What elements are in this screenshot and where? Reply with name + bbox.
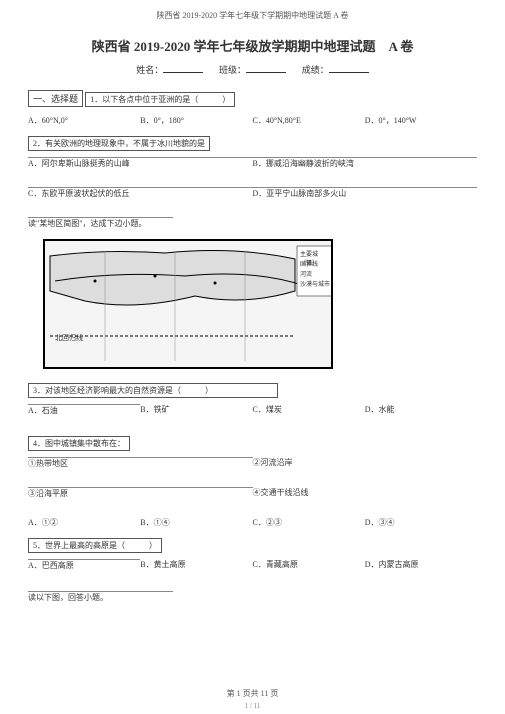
question-3: 3．对该地区经济影响最大的自然资源是（ ） [28, 383, 278, 398]
q3-choice-b: B．铁矿 [140, 404, 252, 426]
q2-choice-d: D．亚平宁山脉南部多火山 [253, 187, 478, 199]
q4-opt-3: ③沿海平原 [28, 487, 253, 499]
map-legend-2: 河流 [300, 269, 312, 278]
class-label: 班级： [219, 65, 246, 75]
q3-choice-d: D．水能 [365, 404, 477, 426]
page-footer: 第 1 页共 11 页 [0, 688, 505, 699]
q2-choice-b: B．挪威沿海幽静波折的峡湾 [253, 157, 478, 169]
name-blank[interactable] [163, 72, 203, 73]
q4-choice-c: C．②③ [253, 517, 365, 528]
exam-title: 陕西省 2019-2020 学年七年级放学期期中地理试题 A 卷 [28, 36, 477, 55]
score-blank[interactable] [329, 72, 369, 73]
q5-choice-d: D．内蒙古高原 [365, 559, 477, 581]
q5-choice-c: C．青藏高原 [253, 559, 365, 581]
q4-opts-row2: ③沿海平原 ④交通干线沿线 [28, 487, 477, 509]
q2-row2: C．东欧平原波状起伏的低丘 D．亚平宁山脉南部多火山 [28, 187, 477, 209]
q4-choice-b: B．①④ [140, 517, 252, 528]
question-5: 5．世界上最高的高原是（ ） [28, 538, 162, 553]
q4-opt-1: ①热带地区 [28, 457, 253, 469]
question-5-choices: A．巴西高原 B．黄土高原 C．青藏高原 D．内蒙古高原 [28, 559, 477, 581]
q4-opt-4: ④交通干线沿线 [253, 487, 478, 509]
question-4: 4．图中城镇集中散布在： [28, 436, 130, 451]
q2-choice-a: A．阿尔卑斯山脉挺秀的山峰 [28, 157, 253, 169]
score-label: 成绩： [302, 65, 329, 75]
q2-choice-c: C．东欧平原波状起伏的低丘 [28, 187, 253, 199]
q4-opts-row1: ①热带地区 ②河流沿岸 [28, 457, 477, 479]
question-3-choices: A．石油 B．铁矿 C．煤炭 D．水能 [28, 404, 477, 426]
q1-choice-c: C．40°N,80°E [253, 115, 365, 126]
q4-choice-d: D．③④ [365, 517, 477, 528]
question-1: 1．以下各点中位于亚洲的是（ ） [85, 92, 235, 107]
sub-footer: 1 / 11 [0, 702, 505, 710]
map-svg [45, 241, 333, 369]
student-info-line: 姓名： 班级： 成绩： [28, 63, 477, 76]
q5-choice-b: B．黄土高原 [140, 559, 252, 581]
map-legend-1: 国界线 [300, 259, 318, 268]
q2-row1: A．阿尔卑斯山脉挺秀的山峰 B．挪威沿海幽静波折的峡湾 [28, 157, 477, 179]
class-blank[interactable] [246, 72, 286, 73]
question-4-choices: A．①② B．①④ C．②③ D．③④ [28, 517, 477, 528]
q4-opt-2: ②河流沿岸 [253, 457, 478, 479]
section-header: 一、选择题 [28, 90, 83, 107]
question-1-choices: A．60°N,0° B．0°，180° C．40°N,80°E D．0°，140… [28, 115, 477, 126]
running-header: 陕西省 2019-2020 学年七年级下学期期中地理试题 A 卷 [28, 10, 477, 21]
q3-choice-a: A．石油 [28, 404, 140, 416]
name-label: 姓名： [136, 65, 163, 75]
read-next-instruction: 读以下图，回答小题。 [28, 591, 173, 603]
read-map-instruction: 读"某地区简图"，达成下边小题。 [28, 217, 173, 229]
q3-choice-c: C．煤炭 [253, 404, 365, 426]
q4-choice-a: A．①② [28, 517, 140, 528]
q5-choice-a: A．巴西高原 [28, 559, 140, 571]
q1-choice-a: A．60°N,0° [28, 115, 140, 126]
map-figure: 北回归线 主要城（镇） 国界线 河流 沙漠与城市 [43, 239, 333, 369]
q1-choice-d: D．0°，140°W [365, 115, 477, 126]
question-2: 2．有关欧洲的地理现象中，不属于冰川地貌的是 [28, 136, 210, 151]
q1-choice-b: B．0°，180° [140, 115, 252, 126]
map-legend-3: 沙漠与城市 [300, 279, 330, 288]
map-tropic-label: 北回归线 [55, 333, 83, 343]
